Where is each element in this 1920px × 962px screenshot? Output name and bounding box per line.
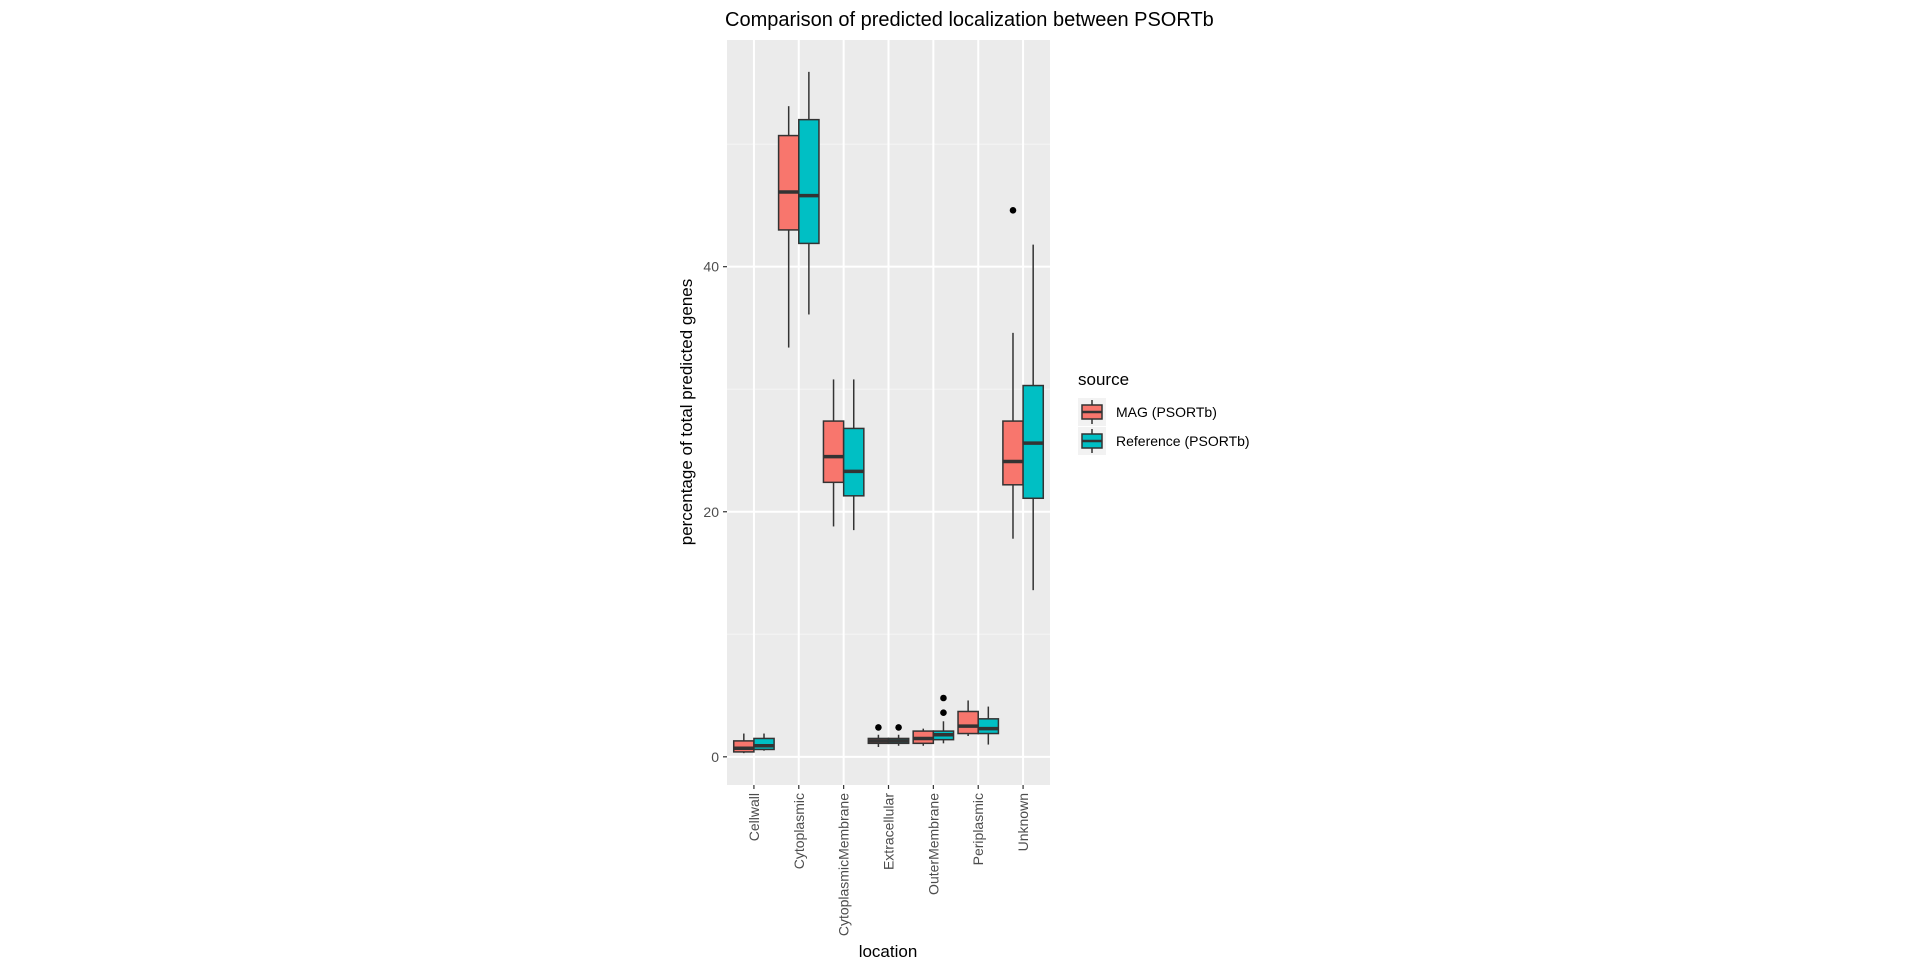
x-tick-label: Cellwall	[746, 793, 762, 841]
outlier-point	[940, 694, 947, 702]
box-iqr	[1002, 420, 1024, 486]
box-iqr	[777, 134, 800, 231]
box-Periplasmic-reference	[977, 706, 1000, 745]
box-iqr	[957, 710, 979, 735]
legend-label: MAG (PSORTb)	[1116, 404, 1217, 420]
box-Cellwall-reference	[753, 733, 775, 751]
x-tick-label: Periplasmic	[970, 793, 986, 865]
y-tick-label: 40	[703, 259, 719, 275]
box-Cytoplasmic-reference	[798, 71, 820, 315]
box-iqr	[798, 118, 820, 245]
legend-item-reference: Reference (PSORTb)	[1078, 427, 1250, 455]
box-OuterMembrane-reference	[932, 694, 955, 744]
x-tick-label: OuterMembrane	[925, 793, 941, 895]
x-tick-label: Extracellular	[881, 793, 897, 870]
legend-title: source	[1078, 370, 1129, 389]
box-iqr	[842, 427, 865, 497]
y-tick-label: 0	[711, 749, 719, 765]
legend-label: Reference (PSORTb)	[1116, 433, 1250, 449]
box-Unknown-reference	[1022, 244, 1045, 591]
box-OuterMembrane-mag	[912, 728, 935, 746]
box-Unknown-mag	[1002, 207, 1024, 539]
x-tick-label: Cytoplasmic	[791, 793, 807, 869]
outlier-point	[895, 724, 902, 731]
x-axis: Cellwall Cytoplasmic CytoplasmicMembrane Ex…	[746, 785, 1031, 936]
x-axis-label: location	[859, 942, 918, 961]
chart-title: Comparison of predicted localization bet…	[725, 9, 1214, 31]
box-CytoplasmicMembrane-mag	[822, 379, 845, 527]
box-iqr	[732, 740, 755, 753]
box-iqr	[822, 420, 845, 484]
y-tick-label: 20	[703, 504, 719, 520]
outlier-point	[1009, 207, 1017, 214]
box-CytoplasmicMembrane-reference	[842, 379, 865, 531]
legend: source MAG (PSORTb) Reference (PSORTb)	[1078, 370, 1250, 455]
y-axis: 0 20 40	[703, 259, 727, 765]
x-tick-label: CytoplasmicMembrane	[836, 793, 852, 936]
boxes	[732, 71, 1045, 754]
outlier-point	[940, 709, 947, 717]
box-iqr	[977, 718, 1000, 735]
y-axis-label: percentage of total predicted genes	[677, 279, 696, 546]
box-Extracellular-mag	[867, 724, 890, 748]
box-iqr	[753, 737, 775, 751]
legend-items: MAG (PSORTb) Reference (PSORTb)	[1078, 398, 1250, 455]
outlier-point	[875, 724, 882, 731]
box-Extracellular-reference	[887, 724, 910, 746]
legend-item-mag: MAG (PSORTb)	[1078, 398, 1217, 426]
x-tick-label: Unknown	[1015, 793, 1031, 851]
